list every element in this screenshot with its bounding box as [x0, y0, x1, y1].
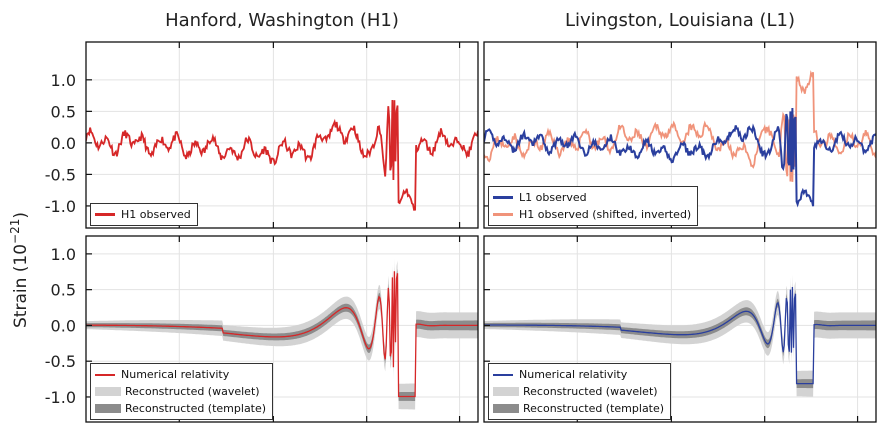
legend-entry-template: Reconstructed (template) — [493, 400, 664, 417]
legend-h1: H1 observed — [90, 203, 198, 226]
legend-label: Reconstructed (template) — [523, 402, 665, 415]
legend-entry-h1-observed: H1 observed — [95, 206, 191, 223]
series-line-h1-shifted — [484, 70, 876, 182]
y-tick-label: -0.5 — [45, 352, 76, 371]
legend-swatch-wavelet — [95, 387, 121, 396]
plot-area — [86, 99, 478, 211]
legend-entry-l1-observed: L1 observed — [493, 189, 691, 206]
plot-area — [484, 70, 876, 208]
legend-label: H1 observed (shifted, inverted) — [519, 208, 692, 221]
svg-text:Strain (10−21): Strain (10−21) — [8, 212, 31, 328]
panel-frame — [483, 235, 877, 423]
y-tick-label: 0.0 — [51, 134, 76, 153]
y-axis-label-main: Strain (10 — [11, 244, 31, 328]
legend-swatch-red — [95, 213, 115, 216]
series-line-numerical-relativity — [86, 271, 478, 398]
plot-area — [86, 258, 478, 410]
series-line-numerical-relativity — [484, 286, 876, 385]
legend-swatch-template — [95, 404, 121, 413]
legend-swatch-red — [95, 373, 115, 376]
legend-label: Reconstructed (wavelet) — [125, 385, 260, 398]
legend-label: L1 observed — [519, 191, 587, 204]
panel-frame — [483, 41, 877, 229]
y-tick-label: 0.5 — [51, 281, 76, 300]
panel-frame — [85, 41, 479, 229]
y-tick-label: -1.0 — [45, 197, 76, 216]
legend-label: H1 observed — [121, 208, 191, 221]
panel-title-livingston: Livingston, Louisiana (L1) — [564, 10, 796, 31]
legend-label: Numerical relativity — [519, 368, 628, 381]
legend-entry-numerical-relativity: Numerical relativity — [95, 366, 266, 383]
y-tick-label: 1.0 — [51, 245, 76, 264]
panel-title-hanford: Hanford, Washington (H1) — [165, 10, 399, 31]
legend-entry-template: Reconstructed (template) — [95, 400, 266, 417]
legend-swatch-wavelet — [493, 387, 519, 396]
legend-label: Reconstructed (template) — [125, 402, 267, 415]
y-axis-label-exponent: −21 — [8, 219, 22, 244]
y-tick-label: 0.5 — [51, 102, 76, 121]
legend-label: Reconstructed (wavelet) — [523, 385, 658, 398]
y-tick-label: 0.0 — [51, 316, 76, 335]
legend-swatch-blue — [493, 196, 513, 199]
y-axis-label: Strain (10−21) — [8, 212, 31, 328]
panel-l1-reconstruction — [483, 235, 877, 423]
y-tick-label: 1.0 — [51, 71, 76, 90]
series-line-l1-observed — [484, 107, 876, 208]
panel-frame — [85, 235, 479, 423]
panel-h1-reconstruction: 1.0 0.5 0.0 -0.5 -1.0 — [45, 235, 479, 423]
legend-entry-numerical-relativity: Numerical relativity — [493, 366, 664, 383]
legend-entry-h1-shifted: H1 observed (shifted, inverted) — [493, 206, 691, 223]
legend-swatch-blue — [493, 373, 513, 376]
y-tick-label: -1.0 — [45, 388, 76, 407]
legend-l1-reconstruction: Numerical relativity Reconstructed (wave… — [488, 363, 672, 420]
legend-entry-wavelet: Reconstructed (wavelet) — [95, 383, 266, 400]
series-line-h1-observed — [86, 99, 478, 211]
legend-l1: L1 observed H1 observed (shifted, invert… — [488, 186, 699, 226]
legend-label: Numerical relativity — [121, 368, 230, 381]
legend-swatch-salmon — [493, 213, 513, 216]
plot-area — [484, 274, 876, 397]
legend-swatch-template — [493, 404, 519, 413]
panel-h1-observed: 1.0 0.5 0.0 -0.5 -1.0 — [45, 41, 479, 229]
legend-h1-reconstruction: Numerical relativity Reconstructed (wave… — [90, 363, 274, 420]
legend-entry-wavelet: Reconstructed (wavelet) — [493, 383, 664, 400]
y-axis-label-close: ) — [11, 212, 31, 219]
y-tick-label: -0.5 — [45, 165, 76, 184]
